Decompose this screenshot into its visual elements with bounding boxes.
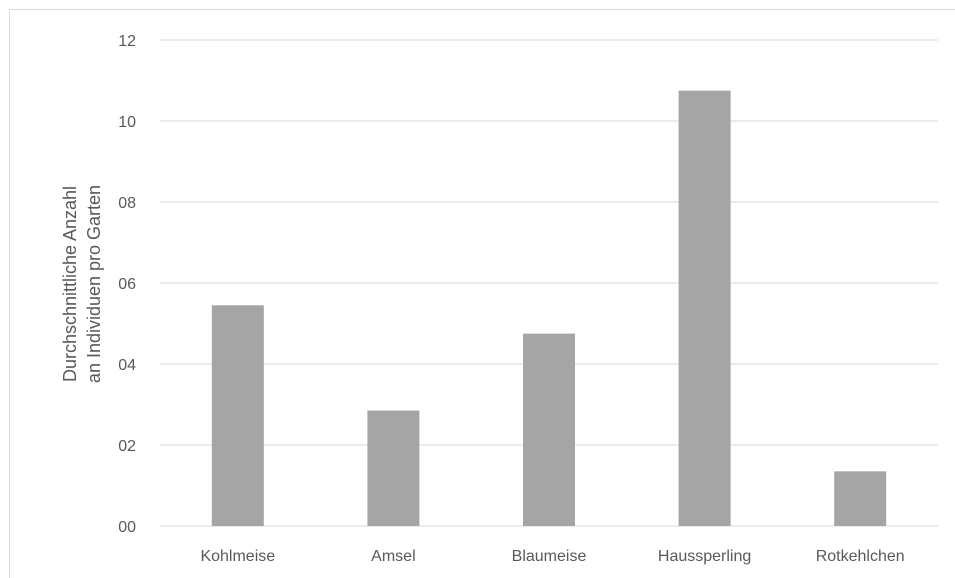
bar-rotkehlchen — [834, 471, 887, 526]
y-tick-label: 08 — [118, 195, 136, 212]
y-axis-title-line2: an Individuen pro Garten — [84, 185, 104, 383]
y-axis-title-line1: Durchschnittliche Anzahl — [60, 186, 80, 382]
y-tick-label: 00 — [118, 519, 136, 536]
bars — [211, 90, 887, 526]
bar-kohlmeise — [211, 305, 264, 526]
x-tick-label: Haussperling — [658, 548, 751, 565]
y-tick-label: 04 — [118, 357, 136, 374]
y-tick-label: 12 — [118, 33, 136, 50]
bar-haussperling — [678, 90, 731, 526]
x-tick-label: Blaumeise — [512, 548, 587, 565]
bar-blaumeise — [523, 333, 575, 526]
y-tick-label: 10 — [118, 114, 136, 131]
y-tick-label: 02 — [118, 438, 136, 455]
x-tick-label: Rotkehlchen — [816, 548, 905, 565]
x-tick-label: Kohlmeise — [200, 548, 275, 565]
y-tick-label: 06 — [118, 276, 136, 293]
bar-amsel — [367, 410, 420, 526]
chart-frame — [9, 9, 955, 578]
y-axis-tick-labels: 00 02 04 06 08 10 12 — [118, 33, 136, 536]
x-axis-tick-labels: Kohlmeise Amsel Blaumeise Haussperling Rotke… — [200, 548, 904, 565]
x-tick-label: Amsel — [371, 548, 415, 565]
